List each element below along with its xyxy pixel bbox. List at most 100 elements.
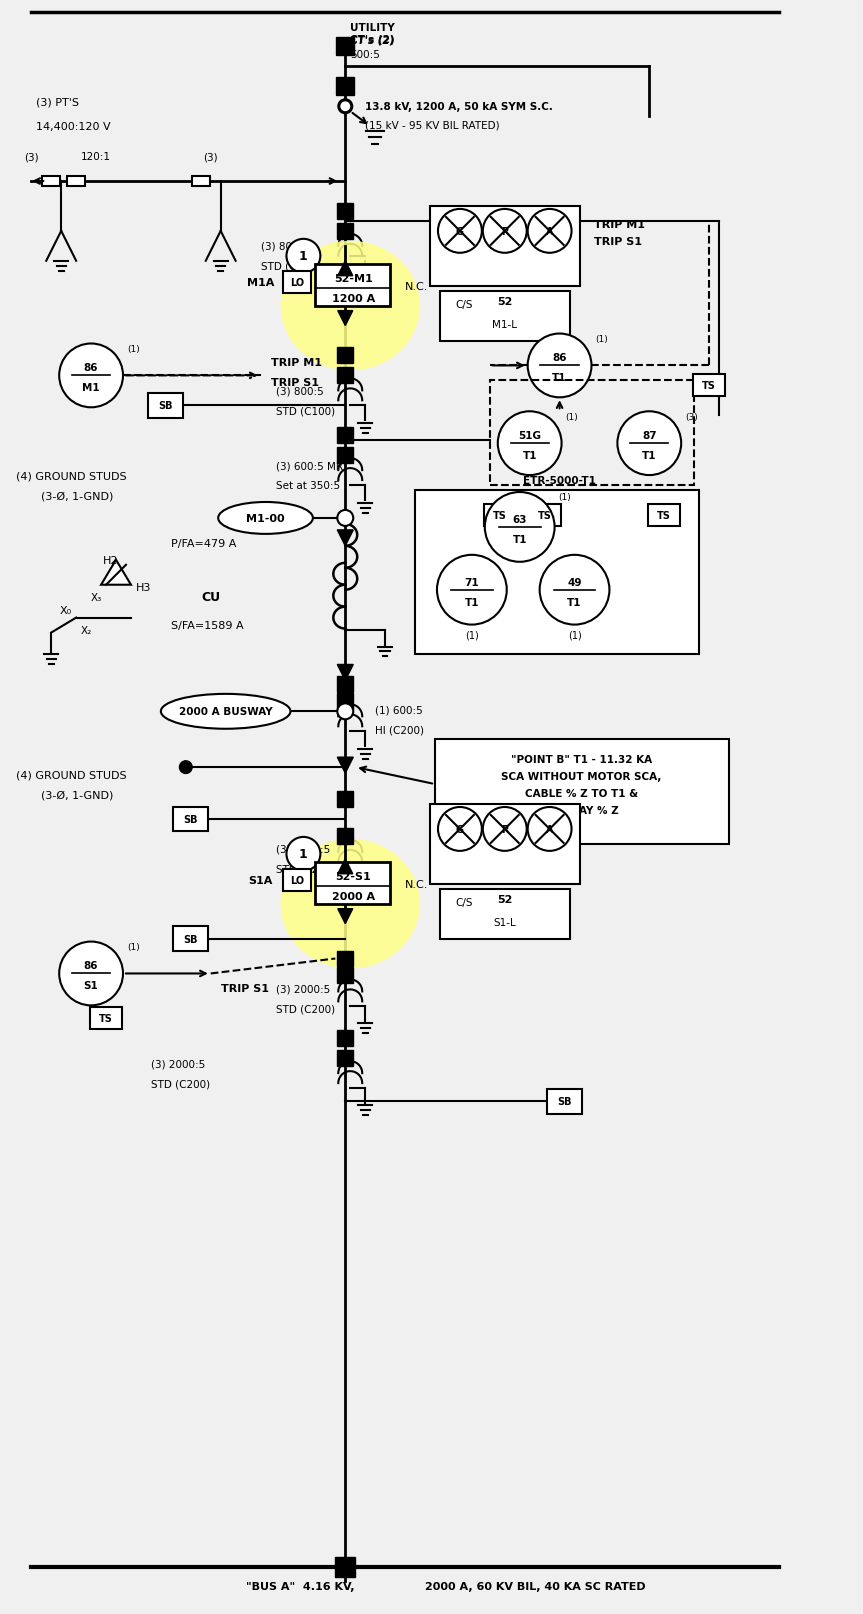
- Text: (1): (1): [595, 334, 608, 344]
- Text: S1: S1: [84, 981, 98, 991]
- Bar: [337, 791, 353, 807]
- FancyBboxPatch shape: [547, 1089, 582, 1114]
- Bar: [337, 368, 353, 384]
- Text: S/FA=1589 A: S/FA=1589 A: [171, 620, 243, 629]
- FancyBboxPatch shape: [90, 1007, 122, 1030]
- Circle shape: [339, 102, 351, 113]
- Text: P/FA=479 A: P/FA=479 A: [171, 539, 236, 549]
- Text: T1: T1: [513, 534, 527, 544]
- Text: BUSWAY % Z: BUSWAY % Z: [545, 805, 619, 815]
- Text: LO: LO: [290, 875, 305, 884]
- FancyBboxPatch shape: [435, 739, 729, 844]
- Bar: [337, 694, 353, 710]
- FancyBboxPatch shape: [173, 807, 208, 831]
- Text: TRIP S1: TRIP S1: [595, 237, 642, 247]
- Circle shape: [287, 838, 320, 872]
- Text: CABLE % Z TO T1 &: CABLE % Z TO T1 &: [525, 789, 638, 799]
- Text: 1: 1: [299, 847, 308, 860]
- Text: SB: SB: [184, 815, 198, 825]
- Text: 52: 52: [497, 297, 513, 307]
- Bar: [337, 1051, 353, 1067]
- Text: S1-L: S1-L: [494, 917, 516, 926]
- Text: T1: T1: [567, 597, 582, 607]
- Text: (3): (3): [24, 152, 39, 161]
- Text: 2000 A: 2000 A: [331, 891, 375, 901]
- Text: 500:5: 500:5: [350, 50, 380, 60]
- FancyBboxPatch shape: [173, 926, 208, 951]
- Text: CT's (2): CT's (2): [350, 36, 394, 45]
- Text: S1A: S1A: [249, 875, 273, 884]
- Text: HI (C200): HI (C200): [375, 725, 425, 734]
- Polygon shape: [337, 261, 353, 276]
- Polygon shape: [337, 909, 353, 925]
- Text: STD (C200): STD (C200): [275, 863, 335, 875]
- Text: CT's (2): CT's (2): [350, 36, 395, 45]
- Text: 63: 63: [513, 515, 527, 525]
- Text: 51G: 51G: [518, 431, 541, 441]
- Text: "BUS A"  4.16 KV,: "BUS A" 4.16 KV,: [246, 1582, 354, 1591]
- FancyBboxPatch shape: [148, 394, 183, 418]
- Text: TS: TS: [658, 510, 671, 521]
- Text: 49: 49: [567, 578, 582, 587]
- Circle shape: [60, 943, 123, 1006]
- Text: STD (C200): STD (C200): [151, 1078, 210, 1088]
- Text: (3) 2000:5: (3) 2000:5: [275, 985, 330, 994]
- Text: SB: SB: [457, 216, 472, 226]
- Ellipse shape: [161, 694, 291, 730]
- Bar: [336, 1556, 356, 1577]
- FancyBboxPatch shape: [648, 505, 680, 526]
- Text: (1): (1): [465, 629, 479, 641]
- Circle shape: [180, 762, 192, 773]
- Text: X₃: X₃: [91, 592, 102, 602]
- FancyBboxPatch shape: [447, 210, 482, 234]
- Text: M1A: M1A: [247, 278, 274, 287]
- FancyBboxPatch shape: [693, 374, 725, 397]
- Text: H2: H2: [104, 555, 119, 565]
- FancyBboxPatch shape: [440, 889, 570, 939]
- FancyBboxPatch shape: [283, 870, 312, 891]
- Text: G: G: [456, 825, 464, 834]
- Text: (4) GROUND STUDS: (4) GROUND STUDS: [16, 471, 127, 481]
- FancyBboxPatch shape: [67, 178, 85, 187]
- Text: TS: TS: [538, 510, 551, 521]
- Bar: [337, 79, 354, 97]
- Text: 52-S1: 52-S1: [336, 872, 371, 881]
- Polygon shape: [337, 859, 353, 875]
- Text: (4) GROUND STUDS: (4) GROUND STUDS: [16, 770, 127, 780]
- Bar: [337, 968, 353, 985]
- Text: 1: 1: [299, 250, 308, 263]
- Polygon shape: [337, 531, 353, 547]
- Text: (3) 2000:5: (3) 2000:5: [151, 1059, 205, 1068]
- Bar: [337, 676, 353, 692]
- Bar: [337, 951, 353, 967]
- Text: (3-Ø, 1-GND): (3-Ø, 1-GND): [41, 789, 114, 799]
- Text: TS: TS: [702, 381, 716, 391]
- Text: T1: T1: [552, 373, 567, 383]
- Text: UTILITY: UTILITY: [350, 23, 395, 32]
- Bar: [337, 39, 354, 56]
- Polygon shape: [101, 560, 131, 586]
- Circle shape: [527, 807, 571, 851]
- Text: (1): (1): [568, 629, 582, 641]
- Text: T1: T1: [464, 597, 479, 607]
- Text: STD (C100): STD (C100): [261, 261, 319, 271]
- Text: M1-00: M1-00: [246, 513, 285, 523]
- Text: 86: 86: [552, 353, 567, 363]
- Text: R: R: [501, 825, 508, 834]
- Circle shape: [498, 412, 562, 476]
- Text: 13.8 kV, 1200 A, 50 kA SYM S.C.: 13.8 kV, 1200 A, 50 kA SYM S.C.: [365, 102, 553, 113]
- Circle shape: [527, 210, 571, 253]
- Text: ETR-5000-T1: ETR-5000-T1: [523, 476, 596, 486]
- Text: C/S: C/S: [455, 300, 472, 310]
- FancyBboxPatch shape: [430, 207, 580, 287]
- Text: (3) PT'S: (3) PT'S: [36, 97, 79, 107]
- Ellipse shape: [218, 502, 313, 534]
- Polygon shape: [337, 312, 353, 326]
- Text: 52-M1: 52-M1: [334, 273, 373, 284]
- Circle shape: [338, 100, 352, 115]
- Text: 86: 86: [84, 363, 98, 373]
- Text: (1): (1): [127, 345, 140, 353]
- FancyBboxPatch shape: [315, 265, 390, 307]
- FancyBboxPatch shape: [430, 804, 580, 884]
- Text: 71: 71: [464, 578, 479, 587]
